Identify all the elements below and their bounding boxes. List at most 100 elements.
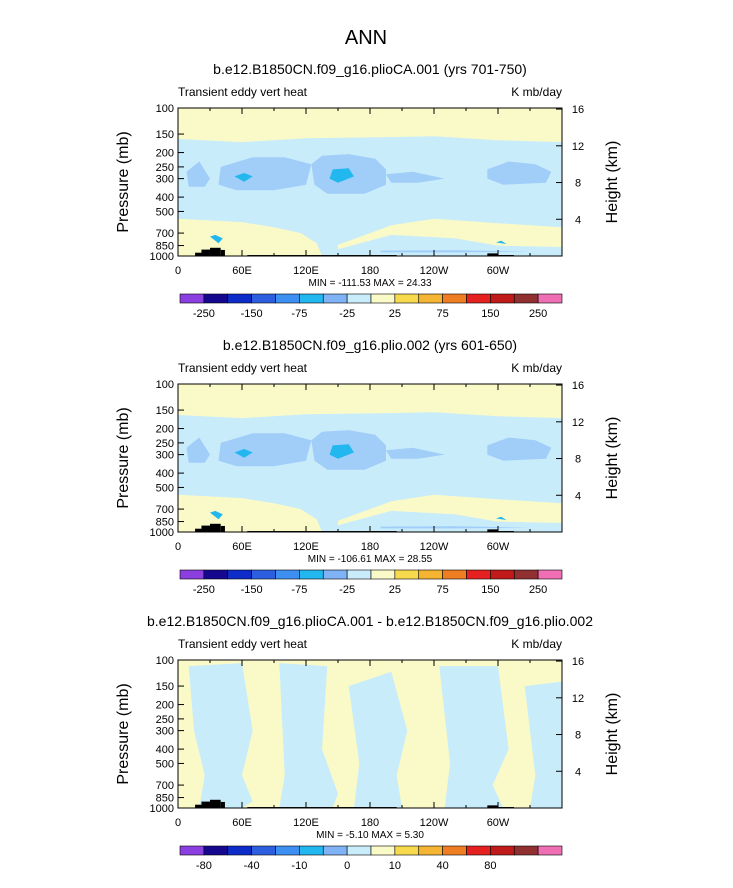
topography — [487, 253, 498, 256]
colorbar-swatch — [275, 293, 300, 304]
colorbar-label: 80 — [484, 860, 496, 872]
y-tick-label: 400 — [156, 192, 174, 204]
colorbar-swatch — [299, 845, 324, 856]
colorbar-label: -150 — [241, 584, 263, 596]
y-tick-label: 400 — [156, 744, 174, 756]
left-label: Transient eddy vert heat — [178, 637, 308, 651]
y-tick-label: 250 — [156, 438, 174, 450]
colorbar-swatch — [513, 845, 539, 856]
colorbar-swatch — [370, 293, 396, 304]
colorbar-label: 150 — [481, 584, 499, 596]
colorbar-swatch — [466, 293, 491, 304]
y-tick-label: 850 — [156, 517, 174, 529]
height-tick-label: 4 — [575, 766, 581, 778]
y-tick-label: 200 — [156, 700, 174, 712]
contour-region — [210, 510, 223, 520]
colorbar-swatch — [179, 569, 205, 580]
topography — [210, 247, 221, 256]
height-tick-label: 8 — [575, 730, 581, 742]
colorbar-swatch — [466, 845, 491, 856]
y-tick-label: 700 — [156, 228, 174, 240]
y-tick-label: 1000 — [150, 251, 174, 263]
colorbar-swatch — [203, 293, 229, 304]
colorbar-swatch — [179, 845, 205, 856]
contour-region — [487, 437, 552, 461]
contour-region — [439, 666, 509, 808]
height-tick-label: 16 — [572, 104, 584, 116]
contour-region — [495, 240, 507, 244]
contour-region — [186, 437, 210, 463]
colorbar-label: -25 — [339, 308, 355, 320]
topography — [210, 523, 221, 532]
colorbar-label: -25 — [339, 584, 355, 596]
x-tick-label: 60E — [232, 265, 252, 277]
colorbar-swatch — [275, 569, 300, 580]
contour-region — [210, 234, 223, 244]
contour-region — [386, 171, 445, 183]
x-tick-label: 120W — [420, 265, 449, 277]
topography — [195, 252, 202, 256]
topography — [220, 525, 225, 532]
y-tick-label: 150 — [156, 405, 174, 417]
y-tick-label: 250 — [156, 714, 174, 726]
contour-region — [386, 447, 445, 459]
y-tick-label: 1000 — [150, 803, 174, 815]
contour-region — [178, 494, 322, 532]
colorbar-label: 10 — [389, 860, 401, 872]
colorbar-swatch — [227, 845, 252, 856]
topography — [201, 801, 210, 808]
height-tick-label: 4 — [575, 490, 581, 502]
colorbar-label: -10 — [291, 860, 307, 872]
y-tick-label: 300 — [156, 174, 174, 186]
panel-3: b.e12.B1850CN.f09_g16.plioCA.001 - b.e12… — [115, 613, 621, 872]
contour-region — [495, 516, 507, 520]
colorbar-swatch — [394, 845, 420, 856]
min-max-stats: MIN = -106.61 MAX = 28.55 — [308, 554, 433, 565]
colorbar-swatch — [346, 293, 372, 304]
colorbar-label: 25 — [389, 584, 401, 596]
colorbar-swatch — [322, 845, 348, 856]
contour-fills — [178, 412, 562, 532]
x-tick-label: 0 — [175, 265, 181, 277]
x-tick-label: 60E — [232, 817, 252, 829]
topography — [220, 801, 225, 808]
x-tick-label: 60E — [232, 541, 252, 553]
topography — [201, 525, 210, 532]
colorbar-swatch — [251, 845, 276, 856]
x-tick-label: 180 — [361, 541, 379, 553]
x-tick-label: 0 — [175, 817, 181, 829]
min-max-stats: MIN = -111.53 MAX = 24.33 — [308, 278, 431, 289]
colorbar-label: -250 — [193, 584, 215, 596]
x-tick-label: 180 — [361, 817, 379, 829]
colorbar-swatch — [513, 569, 539, 580]
figure-title: ANN — [345, 27, 387, 49]
panel-title: b.e12.B1850CN.f09_g16.plioCA.001 - b.e12… — [147, 613, 593, 629]
y-tick-label: 150 — [156, 129, 174, 141]
colorbar-swatch — [227, 569, 252, 580]
y-tick-label: 100 — [156, 103, 174, 115]
colorbar-swatch — [394, 293, 420, 304]
colorbar-swatch — [466, 569, 491, 580]
y-tick-label: 300 — [156, 726, 174, 738]
colorbar-label: -75 — [291, 308, 307, 320]
colorbar-label: 40 — [437, 860, 449, 872]
left-label: Transient eddy vert heat — [178, 361, 308, 375]
x-tick-label: 60W — [487, 817, 510, 829]
y-tick-label: 850 — [156, 241, 174, 253]
y-axis-title: Pressure (mb) — [115, 683, 132, 784]
height-tick-label: 4 — [575, 214, 581, 226]
height-tick-label: 8 — [575, 178, 581, 190]
colorbar-swatch — [251, 569, 276, 580]
contour-region — [188, 663, 253, 808]
colorbar-swatch — [490, 569, 515, 580]
colorbar-swatch — [203, 845, 229, 856]
y-tick-label: 400 — [156, 468, 174, 480]
colorbar-swatch — [418, 569, 443, 580]
colorbar-swatch — [370, 845, 396, 856]
colorbar-swatch — [322, 569, 348, 580]
y-axis-title: Pressure (mb) — [115, 131, 132, 232]
colorbar-label: 150 — [481, 308, 499, 320]
colorbar-label: -250 — [193, 308, 215, 320]
x-tick-label: 60W — [487, 265, 510, 277]
